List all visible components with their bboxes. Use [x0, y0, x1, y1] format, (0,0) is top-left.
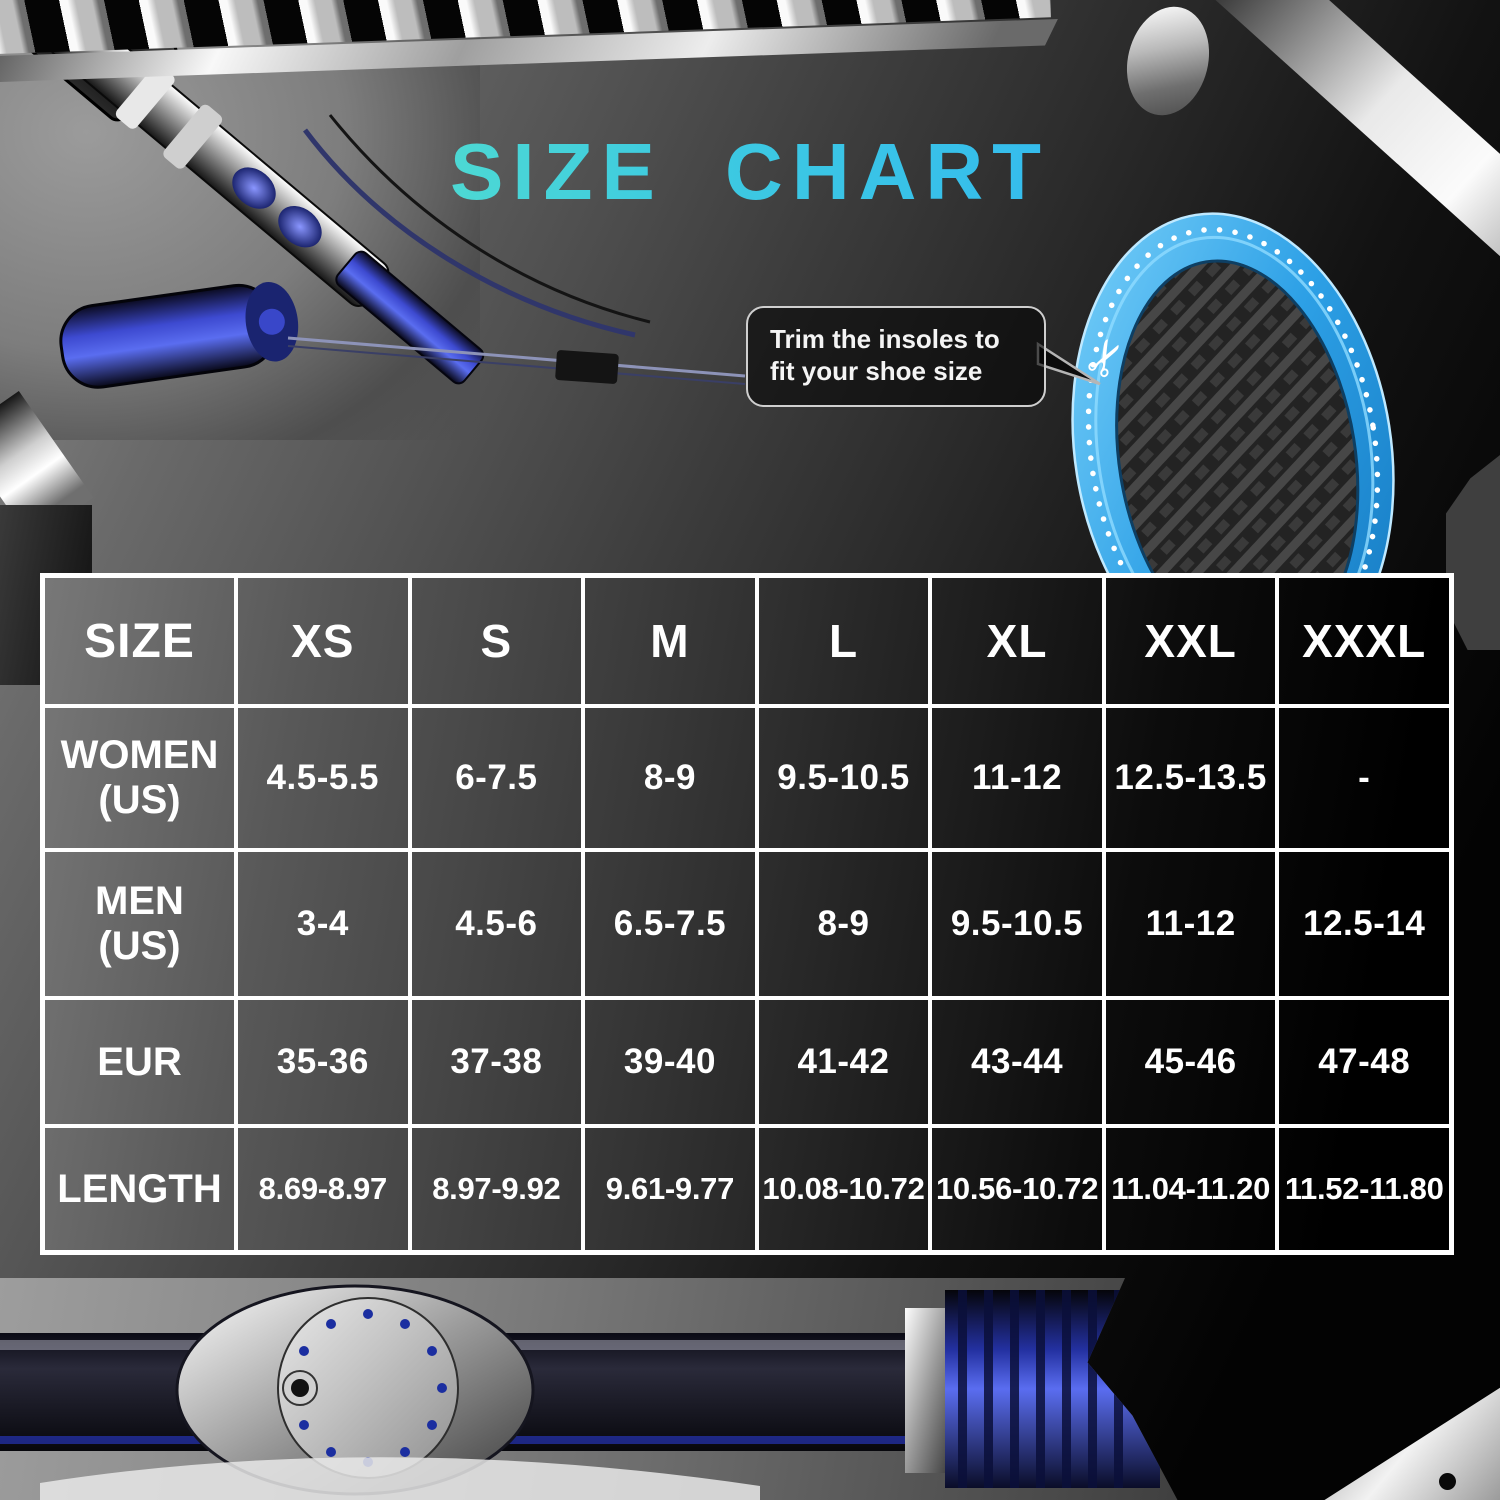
table-cell-length-xxxl: 11.52-11.80	[1277, 1126, 1451, 1252]
table-cell-length-m: 9.61-9.77	[583, 1126, 757, 1252]
robot-axle-illustration	[0, 1284, 1160, 1500]
trim-callout-text: Trim the insoles to fit your shoe size	[770, 324, 1000, 386]
table-cell-length-xs: 8.69-8.97	[236, 1126, 410, 1252]
table-cell-eur-xxl: 45-46	[1103, 998, 1278, 1126]
table-cell-eur-xs: 35-36	[236, 998, 410, 1126]
size-chart-table: SIZE XS S M L XL XXL XXXL WOMEN (US) 4.5…	[40, 573, 1454, 1255]
table-cell-women-xxxl: -	[1277, 706, 1451, 850]
table-cell-women-xxl: 12.5-13.5	[1103, 706, 1278, 850]
column-header-s: S	[409, 576, 584, 706]
table-cell-eur-xl: 43-44	[930, 998, 1104, 1126]
trim-callout-bubble: Trim the insoles to fit your shoe size	[746, 306, 1046, 408]
table-cell-eur-l: 41-42	[756, 998, 931, 1126]
bottom-right-metal-corner	[1324, 1387, 1500, 1500]
column-header-size: SIZE	[43, 576, 236, 706]
table-cell-men-xxl: 11-12	[1103, 850, 1278, 998]
table-cell-length-xxl: 11.04-11.20	[1103, 1126, 1278, 1252]
insole-shape	[1071, 212, 1395, 575]
table-cell-eur-m: 39-40	[583, 998, 757, 1126]
robot-axle-photo-background	[0, 1278, 1178, 1500]
row-label-eur: EUR	[43, 998, 236, 1126]
table-cell-length-l: 10.08-10.72	[756, 1126, 931, 1252]
table-cell-men-xl: 9.5-10.5	[930, 850, 1104, 998]
insole-graphic: ✂	[1048, 200, 1408, 575]
table-cell-men-xs: 3-4	[236, 850, 410, 998]
table-cell-men-xxxl: 12.5-14	[1277, 850, 1451, 998]
column-header-m: M	[583, 576, 757, 706]
trim-dotted-line	[1085, 226, 1381, 575]
table-cell-men-s: 4.5-6	[409, 850, 584, 998]
row-label-length: LENGTH	[43, 1126, 236, 1252]
corner-screw-dot	[1439, 1473, 1456, 1490]
table-cell-eur-xxxl: 47-48	[1277, 998, 1451, 1126]
table-cell-women-xs: 4.5-5.5	[236, 706, 410, 850]
page-title: SIZE CHART	[0, 126, 1500, 218]
bubble-tail	[1036, 341, 1101, 386]
table-cell-women-xl: 11-12	[930, 706, 1104, 850]
row-label-men-us: MEN (US)	[43, 850, 236, 998]
right-bracket-notch	[1446, 455, 1500, 650]
frame-hole	[1115, 0, 1221, 125]
table-cell-eur-s: 37-38	[409, 998, 584, 1126]
column-header-l: L	[756, 576, 931, 706]
column-header-xxxl: XXXL	[1277, 576, 1451, 706]
table-cell-length-xl: 10.56-10.72	[930, 1126, 1104, 1252]
row-label-women-us: WOMEN (US)	[43, 706, 236, 850]
table-cell-men-m: 6.5-7.5	[583, 850, 757, 998]
column-header-xxl: XXL	[1103, 576, 1278, 706]
table-cell-women-l: 9.5-10.5	[756, 706, 931, 850]
column-header-xs: XS	[236, 576, 410, 706]
table-cell-length-s: 8.97-9.92	[409, 1126, 584, 1252]
table-cell-women-s: 6-7.5	[409, 706, 584, 850]
table-cell-men-l: 8-9	[756, 850, 931, 998]
table-cell-women-m: 8-9	[583, 706, 757, 850]
column-header-xl: XL	[930, 576, 1104, 706]
